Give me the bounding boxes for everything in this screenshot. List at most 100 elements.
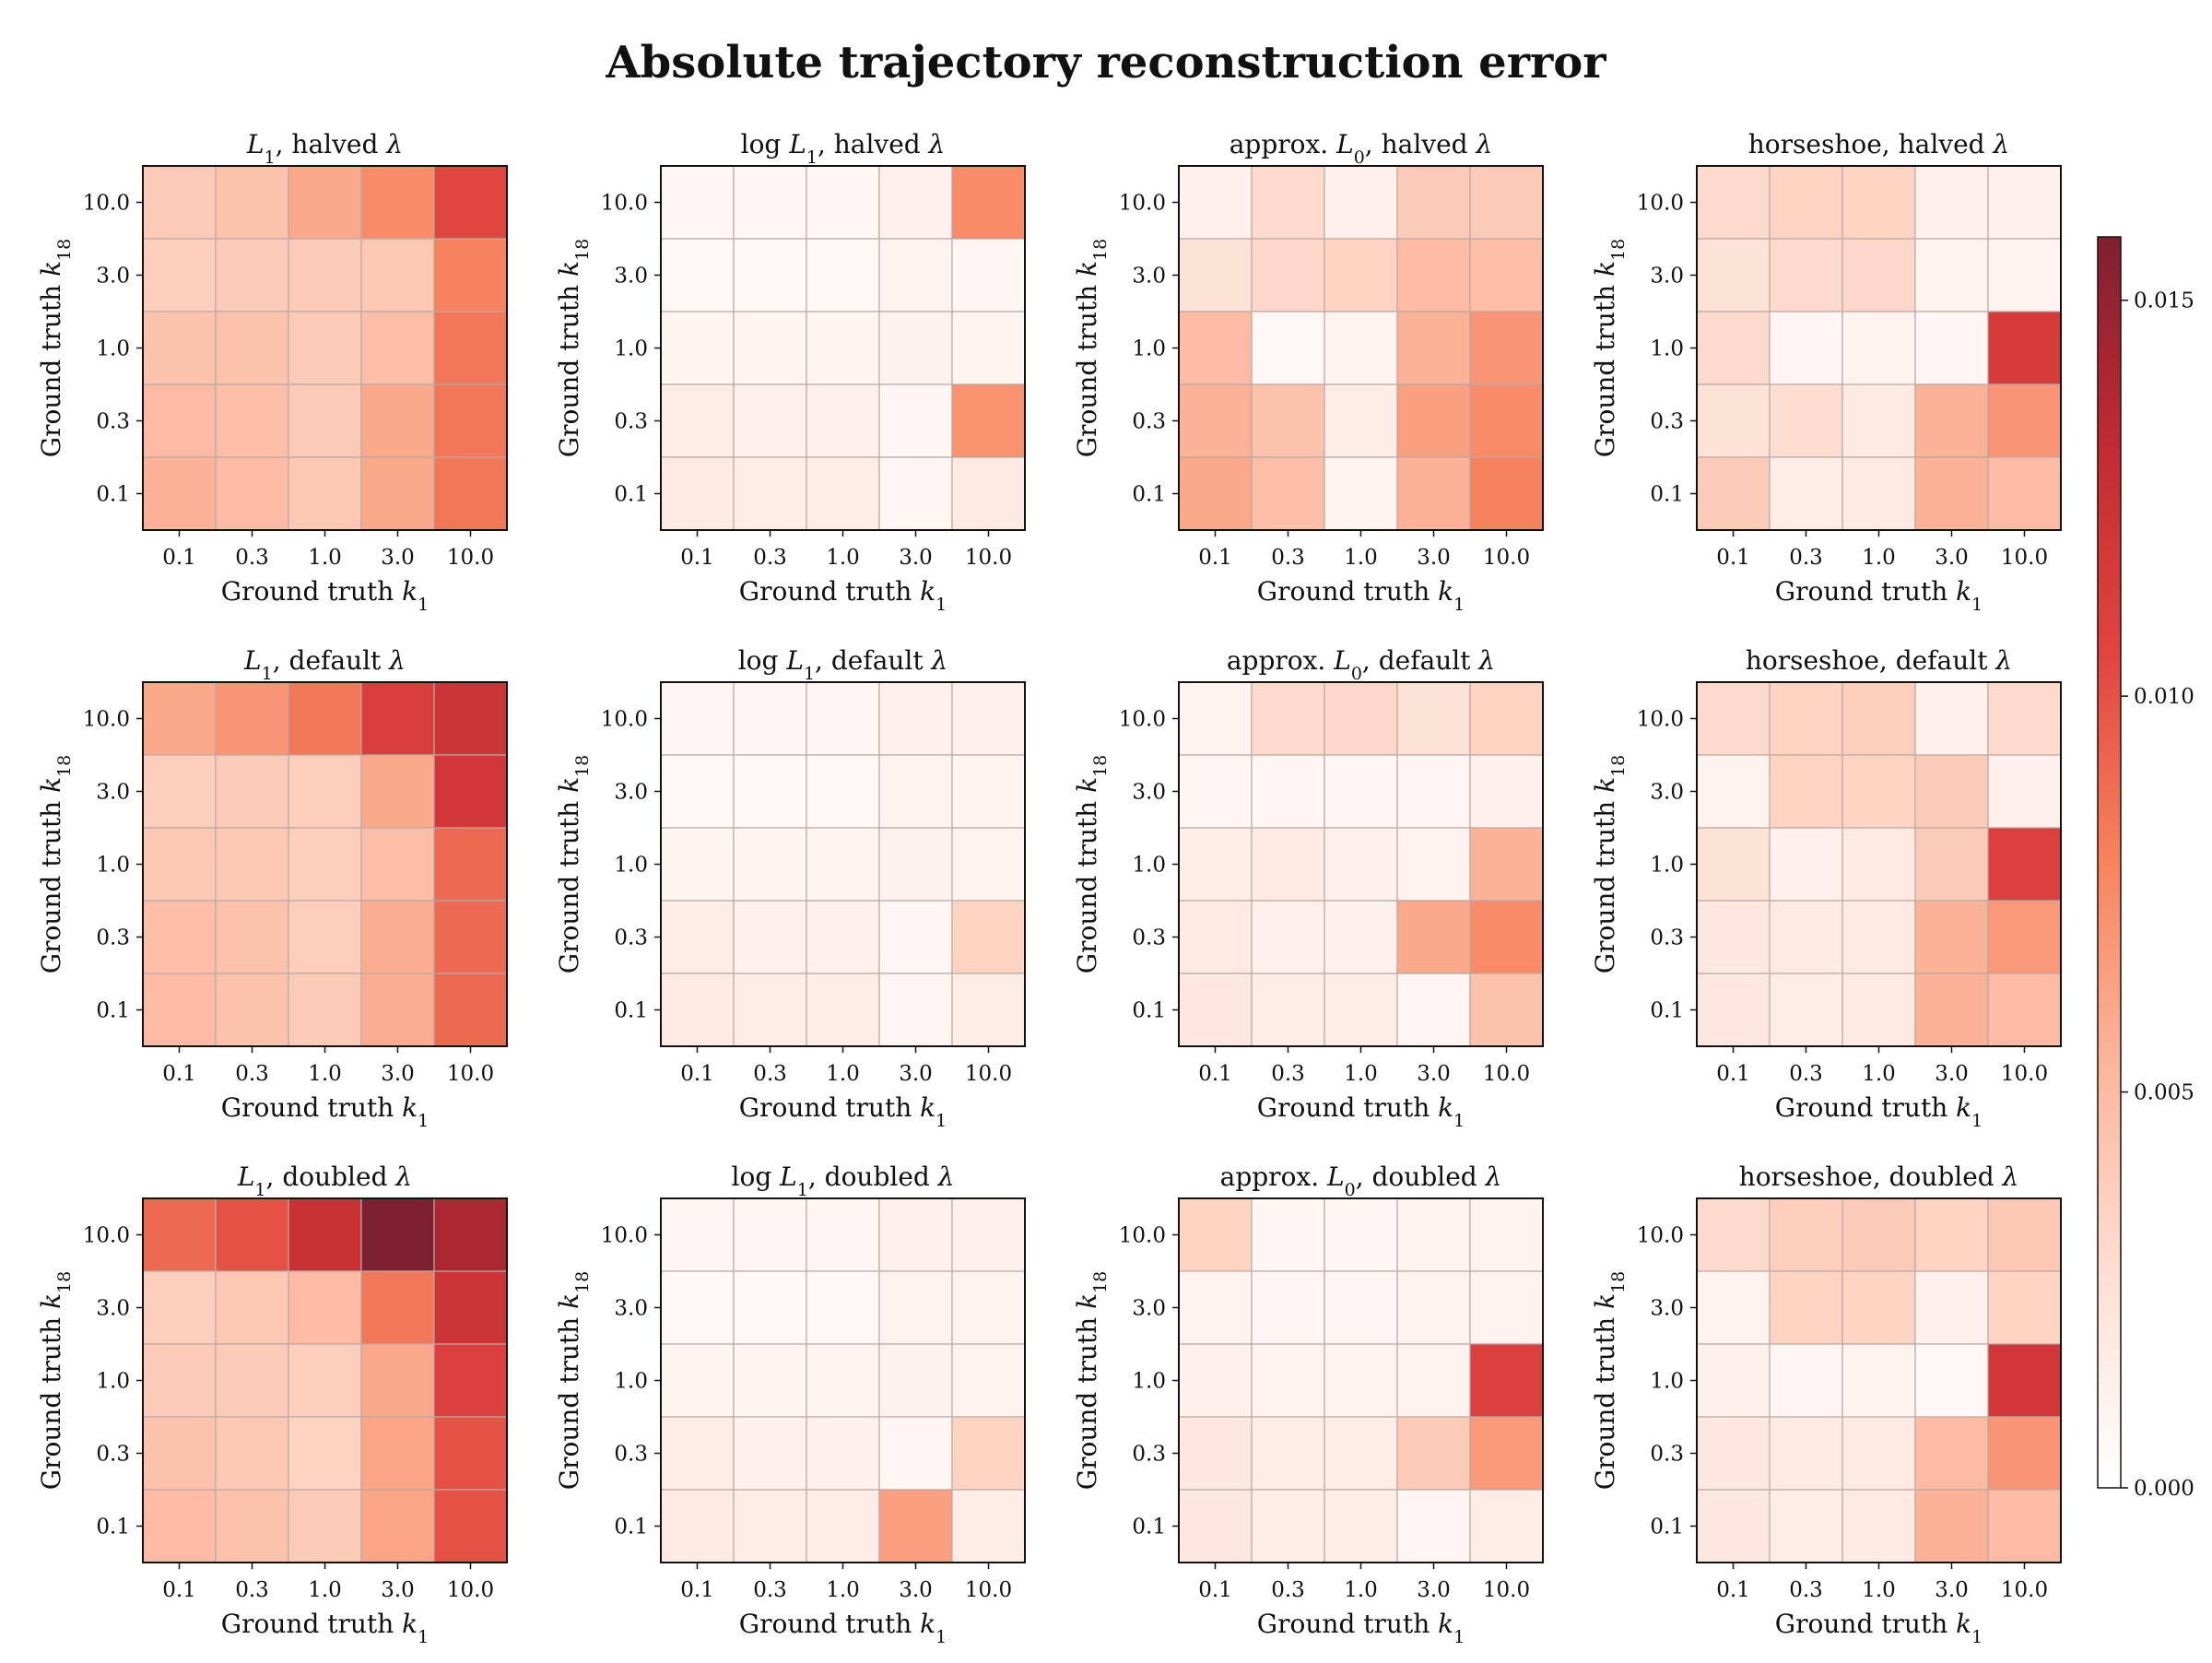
heatmap-cell — [215, 1270, 289, 1345]
colorbar-tick-label: 0.010 — [2134, 685, 2194, 709]
heatmap-cell — [733, 754, 807, 829]
x-tick-label: 0.1 — [680, 546, 714, 570]
heatmap-cell — [806, 1489, 880, 1563]
heatmap-cell — [433, 1197, 508, 1272]
heatmap-cell — [1841, 1489, 1916, 1563]
heatmap-cell — [360, 1416, 435, 1491]
heatmap-cell — [1178, 1197, 1253, 1272]
heatmap-cell — [433, 900, 508, 974]
heatmap-cell — [1914, 1416, 1989, 1491]
heatmap-cell — [1987, 1270, 2062, 1345]
heatmap-cell — [806, 383, 880, 458]
heatmap-cell — [1178, 827, 1253, 902]
heatmap-cell — [1696, 900, 1771, 974]
heatmap-cell — [951, 1197, 1026, 1272]
heatmap-cell — [951, 827, 1026, 902]
y-tick-label: 0.3 — [1650, 410, 1684, 434]
heatmap-cell — [433, 456, 508, 531]
heatmap-cell — [878, 754, 953, 829]
heatmap-cell — [806, 973, 880, 1047]
x-tick-label: 3.0 — [1935, 546, 1969, 570]
heatmap-cell — [878, 383, 953, 458]
heatmap-cell — [1178, 1489, 1253, 1563]
panel-11-title: approx. L0, doubled λ — [1220, 1162, 1502, 1200]
heatmap-cell — [1324, 238, 1398, 313]
y-tick-label: 3.0 — [614, 781, 648, 805]
heatmap-cell — [878, 1343, 953, 1418]
heatmap-cell — [878, 1416, 953, 1491]
panel-6-xlabel: Ground truth k1 — [739, 1092, 947, 1131]
heatmap-cell — [806, 681, 880, 756]
panel-8-xlabel: Ground truth k1 — [1775, 1092, 1983, 1131]
y-tick-label: 10.0 — [601, 1224, 648, 1248]
heatmap-cell — [360, 1343, 435, 1418]
y-tick-label: 10.0 — [83, 1224, 130, 1248]
heatmap-cell — [660, 165, 735, 240]
heatmap-cell — [1469, 238, 1544, 313]
y-tick-label: 3.0 — [96, 1297, 130, 1321]
y-tick-label: 10.0 — [83, 192, 130, 216]
heatmap-cell — [1469, 383, 1544, 458]
x-tick-label: 1.0 — [1344, 546, 1378, 570]
y-tick-label: 0.1 — [96, 483, 130, 507]
heatmap-cell — [806, 1416, 880, 1491]
heatmap-cell — [1324, 311, 1398, 385]
heatmap-cell — [1987, 1489, 2062, 1563]
heatmap-cell — [215, 681, 289, 756]
x-tick-label: 1.0 — [1862, 1578, 1896, 1602]
heatmap-cell — [660, 1343, 735, 1418]
panel-9-ylabel: Ground truth k18 — [36, 1271, 75, 1491]
heatmap-cell — [142, 1343, 217, 1418]
heatmap-cell — [1914, 456, 1989, 531]
heatmap-cell — [1914, 754, 1989, 829]
y-tick-label: 1.0 — [96, 1370, 130, 1394]
heatmap-cell — [433, 165, 508, 240]
heatmap-cell — [1987, 238, 2062, 313]
heatmap-cell — [1396, 1416, 1471, 1491]
heatmap-cell — [878, 681, 953, 756]
heatmap-cell — [733, 1197, 807, 1272]
heatmap-cell — [951, 900, 1026, 974]
panel-1-xlabel: Ground truth k1 — [221, 576, 429, 615]
x-tick-label: 1.0 — [826, 1578, 860, 1602]
colorbar — [2098, 237, 2121, 1488]
y-tick-label: 0.3 — [614, 926, 648, 950]
heatmap-cell — [360, 238, 435, 313]
panel-8-ylabel: Ground truth k18 — [1590, 755, 1629, 974]
x-tick-label: 3.0 — [899, 1062, 933, 1086]
heatmap-cell — [1841, 456, 1916, 531]
heatmap-cell — [360, 900, 435, 974]
y-tick-label: 0.1 — [1132, 1516, 1166, 1539]
x-tick-label: 3.0 — [899, 546, 933, 570]
panel-7-ylabel: Ground truth k18 — [1072, 755, 1111, 974]
heatmap-cell — [433, 1416, 508, 1491]
heatmap-cell — [951, 681, 1026, 756]
heatmap-cell — [1178, 1343, 1253, 1418]
y-tick-label: 10.0 — [1119, 708, 1166, 732]
heatmap-cell — [215, 1343, 289, 1418]
y-tick-label: 3.0 — [614, 265, 648, 289]
x-tick-label: 0.1 — [680, 1578, 714, 1602]
x-tick-label: 3.0 — [1935, 1578, 1969, 1602]
heatmap-cell — [1324, 1489, 1398, 1563]
x-tick-label: 10.0 — [447, 1062, 494, 1086]
heatmap-cell — [215, 311, 289, 385]
heatmap-cell — [1324, 1416, 1398, 1491]
heatmap-cell — [1987, 900, 2062, 974]
x-tick-label: 10.0 — [1483, 1578, 1530, 1602]
heatmap-cell — [1251, 311, 1325, 385]
heatmap-cell — [1469, 900, 1544, 974]
y-tick-label: 0.1 — [96, 999, 130, 1023]
heatmap-cell — [1841, 165, 1916, 240]
heatmap-cell — [1987, 973, 2062, 1047]
heatmap-cell — [1914, 165, 1989, 240]
panel-2-title: log L1, halved λ — [741, 129, 946, 168]
heatmap-cell — [878, 973, 953, 1047]
heatmap-cell — [1396, 238, 1471, 313]
heatmap-cell — [733, 238, 807, 313]
heatmap-cell — [1469, 456, 1544, 531]
y-tick-label: 0.3 — [96, 1443, 130, 1467]
x-tick-label: 3.0 — [899, 1578, 933, 1602]
heatmap-cell — [733, 1489, 807, 1563]
